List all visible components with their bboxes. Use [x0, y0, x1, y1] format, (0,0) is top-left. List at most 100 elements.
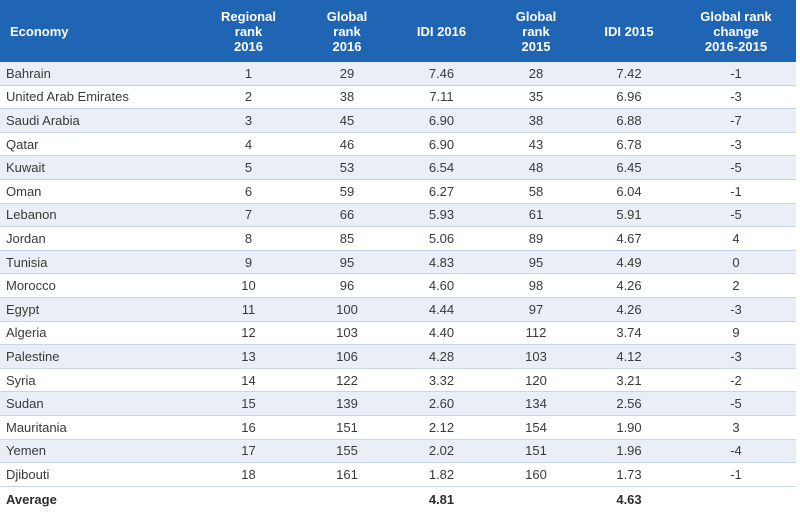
regional-rank-2016-cell: 3: [196, 108, 301, 133]
table-row: Algeria 12 103 4.40 112 3.74 9: [0, 321, 796, 346]
global-rank-2015-cell: 43: [490, 132, 582, 157]
table-header: Economy Regional rank 2016 Global rank 2016 IDI…: [0, 0, 796, 62]
regional-rank-2016-cell: 12: [196, 321, 301, 346]
idi-2016-cell: 7.46: [393, 62, 490, 86]
average-empty-cell: [196, 485, 301, 513]
idi-2015-cell: 6.04: [582, 179, 676, 204]
rank-change-cell: -1: [676, 179, 796, 204]
average-empty-cell: [301, 485, 393, 513]
global-rank-2016-cell: 53: [301, 155, 393, 180]
economy-cell: Morocco: [0, 273, 196, 298]
global-rank-2016-cell: 100: [301, 297, 393, 322]
regional-rank-2016-cell: 16: [196, 415, 301, 440]
table-row: Bahrain 1 29 7.46 28 7.42 -1: [0, 62, 796, 86]
global-rank-2015-cell: 95: [490, 250, 582, 275]
header-global-rank-change: Global rank change 2016-2015: [676, 0, 796, 62]
global-rank-2016-cell: 45: [301, 108, 393, 133]
average-idi-2016: 4.81: [393, 485, 490, 513]
idi-2016-cell: 1.82: [393, 462, 490, 487]
global-rank-2015-cell: 38: [490, 108, 582, 133]
header-text-line: Regional: [221, 8, 276, 24]
economy-cell: Mauritania: [0, 415, 196, 440]
idi-2016-cell: 6.54: [393, 155, 490, 180]
global-rank-2015-cell: 97: [490, 297, 582, 322]
idi-2016-cell: 6.90: [393, 108, 490, 133]
idi-2015-cell: 6.96: [582, 85, 676, 110]
regional-rank-2016-cell: 10: [196, 273, 301, 298]
global-rank-2016-cell: 103: [301, 321, 393, 346]
regional-rank-2016-cell: 4: [196, 132, 301, 157]
idi-2015-cell: 3.74: [582, 321, 676, 346]
economy-cell: Kuwait: [0, 155, 196, 180]
table-row: Qatar 4 46 6.90 43 6.78 -3: [0, 132, 796, 157]
regional-rank-2016-cell: 7: [196, 203, 301, 228]
table-row: Mauritania 16 151 2.12 154 1.90 3: [0, 415, 796, 440]
idi-2016-cell: 5.06: [393, 226, 490, 251]
header-text-line: rank: [234, 23, 263, 39]
idi-2015-cell: 1.96: [582, 439, 676, 464]
idi-2016-cell: 4.83: [393, 250, 490, 275]
rank-change-cell: -1: [676, 462, 796, 487]
idi-2015-cell: 6.45: [582, 155, 676, 180]
header-text-line: Global: [326, 8, 368, 24]
regional-rank-2016-cell: 9: [196, 250, 301, 275]
global-rank-2015-cell: 103: [490, 344, 582, 369]
global-rank-2016-cell: 151: [301, 415, 393, 440]
header-economy: Economy: [0, 0, 196, 62]
table-row: Sudan 15 139 2.60 134 2.56 -5: [0, 391, 796, 416]
header-text-line: 2015: [521, 38, 551, 54]
table-row: United Arab Emirates 2 38 7.11 35 6.96 -3: [0, 85, 796, 110]
rank-change-cell: -5: [676, 203, 796, 228]
global-rank-2016-cell: 38: [301, 85, 393, 110]
table-row: Jordan 8 85 5.06 89 4.67 4: [0, 226, 796, 251]
table-row: Kuwait 5 53 6.54 48 6.45 -5: [0, 155, 796, 180]
global-rank-2016-cell: 161: [301, 462, 393, 487]
global-rank-2015-cell: 28: [490, 62, 582, 86]
rank-change-cell: 4: [676, 226, 796, 251]
regional-rank-2016-cell: 13: [196, 344, 301, 369]
global-rank-2016-cell: 59: [301, 179, 393, 204]
idi-2015-cell: 6.88: [582, 108, 676, 133]
table-footer: Average 4.81 4.63: [0, 485, 796, 513]
economy-cell: Jordan: [0, 226, 196, 251]
economy-cell: Oman: [0, 179, 196, 204]
table-row: Egypt 11 100 4.44 97 4.26 -3: [0, 297, 796, 322]
header-text-line: IDI 2015: [604, 23, 654, 39]
global-rank-2016-cell: 106: [301, 344, 393, 369]
rank-change-cell: 2: [676, 273, 796, 298]
global-rank-2015-cell: 58: [490, 179, 582, 204]
average-idi-2015: 4.63: [582, 485, 676, 513]
header-text-line: Global: [515, 8, 557, 24]
regional-rank-2016-cell: 8: [196, 226, 301, 251]
header-text-line: rank: [522, 23, 550, 39]
regional-rank-2016-cell: 5: [196, 155, 301, 180]
global-rank-2016-cell: 85: [301, 226, 393, 251]
rank-change-cell: -5: [676, 391, 796, 416]
global-rank-2016-cell: 155: [301, 439, 393, 464]
global-rank-2016-cell: 95: [301, 250, 393, 275]
table-row: Morocco 10 96 4.60 98 4.26 2: [0, 273, 796, 298]
regional-rank-2016-cell: 15: [196, 391, 301, 416]
rank-change-cell: -3: [676, 297, 796, 322]
idi-2016-cell: 3.32: [393, 368, 490, 393]
rank-change-cell: 3: [676, 415, 796, 440]
global-rank-2016-cell: 139: [301, 391, 393, 416]
header-text-line: Global rank: [700, 8, 772, 24]
rank-change-cell: -3: [676, 85, 796, 110]
header-text-line: 2016: [234, 38, 263, 54]
economy-cell: Syria: [0, 368, 196, 393]
idi-2015-cell: 1.90: [582, 415, 676, 440]
regional-rank-2016-cell: 11: [196, 297, 301, 322]
idi-2015-cell: 4.49: [582, 250, 676, 275]
header-text-line: 2016-2015: [704, 38, 768, 54]
economy-cell: Palestine: [0, 344, 196, 369]
global-rank-2015-cell: 98: [490, 273, 582, 298]
table-row: Yemen 17 155 2.02 151 1.96 -4: [0, 439, 796, 464]
header-text-line: IDI 2016: [416, 23, 467, 39]
global-rank-2015-cell: 89: [490, 226, 582, 251]
economy-cell: United Arab Emirates: [0, 85, 196, 110]
rank-change-cell: -4: [676, 439, 796, 464]
rank-change-cell: -7: [676, 108, 796, 133]
rank-change-cell: -1: [676, 62, 796, 86]
